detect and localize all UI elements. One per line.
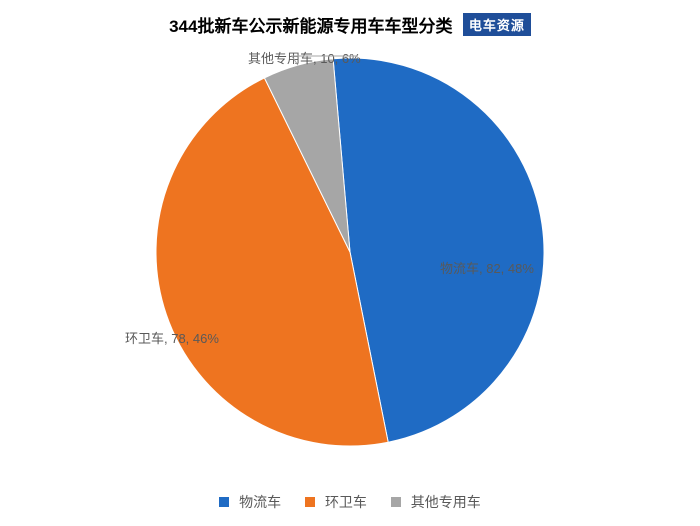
slice-label-logistics: 物流车, 82, 48% <box>440 258 534 277</box>
legend-label-logistics: 物流车 <box>239 494 281 510</box>
legend-swatch-sanitation <box>305 497 315 507</box>
pie-svg <box>156 58 544 446</box>
legend-swatch-other <box>391 497 401 507</box>
slice-label-sanitation: 环卫车, 78, 46% <box>125 328 219 347</box>
legend: 物流车 环卫车 其他专用车 <box>0 492 700 512</box>
slice-label-other: 其他专用车, 10, 6% <box>248 48 361 67</box>
legend-swatch-logistics <box>219 497 229 507</box>
legend-item-sanitation: 环卫车 <box>305 492 367 512</box>
legend-item-logistics: 物流车 <box>219 492 281 512</box>
legend-label-other: 其他专用车 <box>411 494 481 510</box>
title-row: 344批新车公示新能源专用车车型分类 电车资源 <box>0 12 700 37</box>
chart-container: 344批新车公示新能源专用车车型分类 电车资源 物流车, 82, 48% 环卫车… <box>0 0 700 526</box>
chart-title: 344批新车公示新能源专用车车型分类 <box>169 12 452 37</box>
pie-chart <box>156 58 544 446</box>
brand-logo-badge: 电车资源 <box>463 13 531 36</box>
legend-item-other: 其他专用车 <box>391 492 481 512</box>
legend-label-sanitation: 环卫车 <box>325 494 367 510</box>
